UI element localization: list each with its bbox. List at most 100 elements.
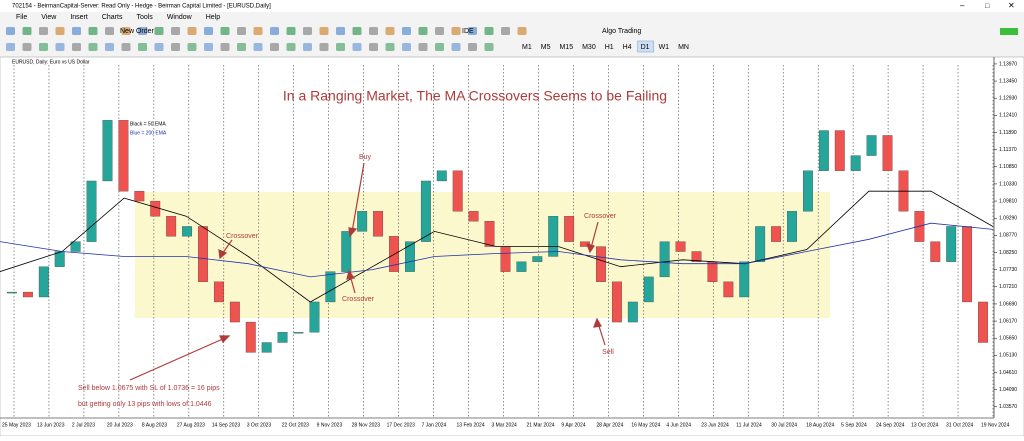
tool-icon[interactable] <box>39 27 48 35</box>
tool-icon[interactable] <box>303 43 312 51</box>
tool-icon[interactable] <box>121 27 131 35</box>
tool-icon[interactable] <box>220 43 230 51</box>
tool-icon[interactable] <box>270 27 279 35</box>
y-tick-label: 1.11370 <box>999 147 1017 153</box>
candle <box>946 226 957 262</box>
new-order-button[interactable]: New Order <box>120 28 155 35</box>
ide-button[interactable]: IDE <box>462 28 474 35</box>
tool-icon[interactable] <box>435 27 444 35</box>
tool-icon[interactable] <box>402 27 411 35</box>
maximize[interactable]: □ <box>985 3 990 10</box>
tool-icon[interactable] <box>451 43 461 51</box>
tool-icon[interactable] <box>336 27 345 35</box>
tool-icon[interactable] <box>138 43 147 51</box>
tool-icon[interactable] <box>105 27 114 35</box>
y-tick-label: 1.08250 <box>999 250 1017 256</box>
y-tick-label: 1.05130 <box>999 353 1017 359</box>
tool-icon[interactable] <box>286 43 296 51</box>
tool-icon[interactable] <box>352 43 362 51</box>
tool-icon[interactable] <box>435 43 444 51</box>
timeframe-button[interactable]: M30 <box>582 44 596 51</box>
timeframe-button[interactable]: H4 <box>623 44 632 51</box>
candle <box>261 342 272 353</box>
x-tick-label: 14 Sep 2023 <box>212 422 241 428</box>
tool-icon[interactable] <box>468 43 477 51</box>
tool-icon[interactable] <box>501 27 510 35</box>
menu-item[interactable]: Tools <box>136 14 153 21</box>
tool-icon[interactable] <box>39 43 48 51</box>
tool-icon[interactable] <box>253 43 263 51</box>
tool-icon[interactable] <box>418 43 428 51</box>
tool-icon[interactable] <box>517 27 527 35</box>
tool-icon[interactable] <box>171 27 180 35</box>
tool-icon[interactable] <box>121 43 131 51</box>
tool-icon[interactable] <box>72 27 81 35</box>
timeframe-button[interactable]: W1 <box>659 44 670 51</box>
tool-icon[interactable] <box>105 43 114 51</box>
tool-icon[interactable] <box>187 27 197 35</box>
tool-icon[interactable] <box>270 43 279 51</box>
tool-icon[interactable] <box>204 27 213 35</box>
tool-icon[interactable] <box>88 27 98 35</box>
menu-item[interactable]: Insert <box>70 14 88 21</box>
candle <box>962 226 973 303</box>
tool-icon[interactable] <box>336 43 345 51</box>
tool-icon[interactable] <box>55 43 65 51</box>
timeframe-button[interactable]: MN <box>678 44 689 51</box>
tool-icon[interactable] <box>22 27 32 35</box>
candle <box>70 241 81 252</box>
tool-icon[interactable] <box>6 27 15 35</box>
tool-icon[interactable] <box>369 27 378 35</box>
candle <box>484 221 495 247</box>
timeframe-button[interactable]: H1 <box>605 44 614 51</box>
tool-icon[interactable] <box>138 27 147 35</box>
menu-item[interactable]: Help <box>206 14 221 21</box>
tool-icon[interactable] <box>319 27 329 35</box>
tool-icon[interactable] <box>451 27 461 35</box>
symbol-label: EURUSD, Daily: Euro vs US Dollar <box>12 59 90 65</box>
tool-icon[interactable] <box>418 27 428 35</box>
tool-icon[interactable] <box>468 27 477 35</box>
tool-icon[interactable] <box>55 27 65 35</box>
timeframe-button[interactable]: D1 <box>641 44 650 51</box>
tool-icon[interactable] <box>237 27 246 35</box>
timeframe-button[interactable]: M15 <box>559 44 573 51</box>
tool-icon[interactable] <box>154 27 164 35</box>
tool-icon[interactable] <box>385 43 395 51</box>
tool-icon[interactable] <box>6 43 15 51</box>
tool-icon[interactable] <box>171 43 180 51</box>
close[interactable]: ✕ <box>1008 1 1015 10</box>
tool-icon[interactable] <box>22 43 32 51</box>
algo-trading-button[interactable]: Algo Trading <box>602 28 641 35</box>
tool-icon[interactable] <box>385 27 395 35</box>
tool-icon[interactable] <box>204 43 213 51</box>
y-tick-label: 1.12410 <box>999 113 1017 119</box>
tool-icon[interactable] <box>286 27 296 35</box>
menu-item[interactable]: File <box>16 14 27 21</box>
minimize[interactable]: – <box>960 1 965 10</box>
tool-icon[interactable] <box>352 27 362 35</box>
tool-icon[interactable] <box>303 27 312 35</box>
tool-icon[interactable] <box>369 43 378 51</box>
tool-icon[interactable] <box>72 43 81 51</box>
tool-icon[interactable] <box>220 27 230 35</box>
menu-item[interactable]: Window <box>167 14 193 21</box>
y-tick-label: 1.05650 <box>999 336 1017 342</box>
timeframe-button[interactable]: M1 <box>522 44 532 51</box>
tool-icon[interactable] <box>319 43 329 51</box>
tool-icon[interactable] <box>187 43 197 51</box>
tool-icon[interactable] <box>402 43 411 51</box>
tool-icon[interactable] <box>154 43 164 51</box>
candle <box>7 291 17 294</box>
candle <box>548 216 559 257</box>
y-tick-label: 1.10330 <box>999 181 1017 187</box>
tool-icon[interactable] <box>484 43 494 51</box>
tool-icon[interactable] <box>88 43 98 51</box>
tool-icon[interactable] <box>484 27 494 35</box>
tool-icon[interactable] <box>253 27 263 35</box>
candle <box>166 216 177 237</box>
tool-icon[interactable] <box>237 43 246 51</box>
menu-item[interactable]: Charts <box>102 14 123 21</box>
timeframe-button[interactable]: M5 <box>541 44 551 51</box>
menu-item[interactable]: View <box>41 14 57 21</box>
